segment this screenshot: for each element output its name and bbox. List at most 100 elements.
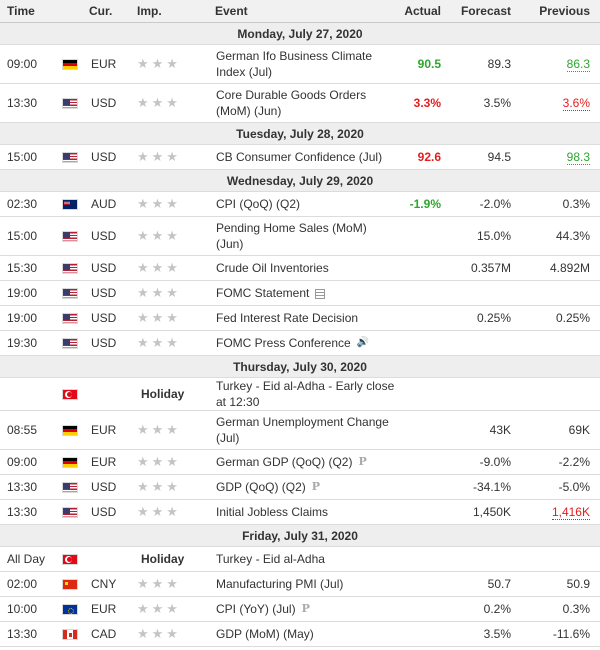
- forecast-value: [447, 377, 517, 411]
- event-row[interactable]: 13:30 USD ★★★ GDP (QoQ) (Q2) P -34.1% -5.0%: [0, 474, 600, 500]
- event-currency: EUR: [89, 44, 133, 84]
- event-name-link[interactable]: FOMC Statement: [216, 286, 310, 300]
- importance-stars-icon: ★★★: [137, 56, 181, 71]
- event-name-link[interactable]: Crude Oil Inventories: [216, 261, 329, 275]
- flag-eu-icon: [62, 604, 78, 616]
- previous-value: 69K: [568, 423, 590, 437]
- event-row[interactable]: 13:30 USD ★★★ Initial Jobless Claims 1,450K 1…: [0, 499, 600, 525]
- previous-value: 4.892M: [549, 261, 590, 275]
- event-row[interactable]: 15:00 USD ★★★ Pending Home Sales (MoM) (Jun…: [0, 216, 600, 256]
- previous-value: 3.6%: [562, 96, 590, 111]
- event-currency: USD: [89, 305, 133, 331]
- event-time: [0, 377, 62, 411]
- event-row[interactable]: 02:00 CNY ★★★ Manufacturing PMI (Jul) 50.7 50…: [0, 571, 600, 597]
- event-name-link[interactable]: Initial Jobless Claims: [216, 505, 329, 519]
- importance-stars-icon: ★★★: [137, 95, 181, 110]
- header-importance[interactable]: Imp.: [133, 0, 215, 23]
- event-name-link[interactable]: CPI (QoQ) (Q2): [216, 197, 301, 211]
- flag-us-icon: [62, 507, 78, 519]
- actual-value: 3.3%: [413, 96, 441, 110]
- event-time: 19:00: [0, 305, 62, 331]
- header-event[interactable]: Event: [215, 0, 395, 23]
- event-currency: EUR: [89, 449, 133, 475]
- event-row[interactable]: 09:00 EUR ★★★ German GDP (QoQ) (Q2) P -9.0% -2…: [0, 449, 600, 475]
- preliminary-icon[interactable]: P: [311, 480, 321, 494]
- forecast-value: -2.0%: [447, 191, 517, 217]
- importance-stars-icon: ★★★: [137, 454, 181, 469]
- forecast-value: 43K: [447, 410, 517, 450]
- event-row[interactable]: 13:30 CAD ★★★ GDP (MoM) (May) 3.5% -11.6%: [0, 621, 600, 647]
- previous-value: -11.6%: [552, 627, 590, 641]
- importance-stars-icon: ★★★: [137, 285, 181, 300]
- importance-stars-icon: ★★★: [137, 335, 181, 350]
- header-forecast[interactable]: Forecast: [447, 0, 517, 23]
- event-name-link[interactable]: CPI (YoY) (Jul): [216, 601, 296, 616]
- event-name-link[interactable]: German Ifo Business Climate Index (Jul): [216, 49, 373, 79]
- event-time: 13:30: [0, 621, 62, 647]
- day-label: Monday, July 27, 2020: [0, 22, 600, 45]
- header-actual[interactable]: Actual: [395, 0, 447, 23]
- table-body: Monday, July 27, 2020 09:00 EUR ★★★ German I…: [0, 22, 600, 647]
- speaker-icon[interactable]: 🔊: [356, 337, 370, 349]
- event-name-link[interactable]: FOMC Press Conference: [216, 335, 351, 350]
- forecast-value: 50.7: [447, 571, 517, 597]
- event-time: 09:00: [0, 44, 62, 84]
- importance-stars-icon: ★★★: [137, 422, 181, 437]
- header-currency[interactable]: Cur.: [89, 0, 133, 23]
- flag-us-icon: [62, 288, 78, 300]
- event-time: 15:30: [0, 255, 62, 281]
- actual-value: 92.6: [417, 150, 441, 164]
- preliminary-icon[interactable]: P: [301, 602, 310, 616]
- event-currency: USD: [89, 330, 133, 356]
- forecast-value: 0.25%: [447, 305, 517, 331]
- flag-tr-icon: [62, 554, 78, 566]
- event-name-link[interactable]: Turkey - Eid al-Adha: [216, 552, 325, 566]
- importance-stars-icon: ★★★: [137, 260, 181, 275]
- event-row[interactable]: 19:00 USD ★★★ Fed Interest Rate Decision 0.2…: [0, 305, 600, 331]
- event-row[interactable]: Holiday Turkey - Eid al-Adha - Early clos…: [0, 377, 600, 411]
- event-row[interactable]: 15:30 USD ★★★ Crude Oil Inventories 0.357M 4.…: [0, 255, 600, 281]
- importance-stars-icon: ★★★: [137, 228, 181, 243]
- event-row[interactable]: 08:55 EUR ★★★ German Unemployment Change (J…: [0, 410, 600, 450]
- event-time: 19:00: [0, 280, 62, 306]
- event-row[interactable]: 10:00 EUR ★★★ CPI (YoY) (Jul) P 0.2% 0.3%: [0, 596, 600, 622]
- previous-value: 1,416K: [551, 505, 590, 520]
- forecast-value: 1,450K: [447, 499, 517, 525]
- document-icon[interactable]: [315, 288, 326, 299]
- event-name-link[interactable]: Core Durable Goods Orders (MoM) (Jun): [216, 88, 367, 118]
- event-name-link[interactable]: German GDP (QoQ) (Q2): [216, 454, 353, 469]
- event-name-link[interactable]: German Unemployment Change (Jul): [216, 415, 389, 445]
- event-name-link[interactable]: Manufacturing PMI (Jul): [216, 577, 344, 591]
- event-name-link[interactable]: Fed Interest Rate Decision: [216, 311, 359, 325]
- event-time: 09:00: [0, 449, 62, 475]
- event-name-link[interactable]: Turkey - Eid al-Adha - Early close at 12…: [216, 379, 395, 409]
- importance-stars-icon: ★★★: [137, 576, 181, 591]
- day-label: Wednesday, July 29, 2020: [0, 169, 600, 192]
- event-name-link[interactable]: GDP (QoQ) (Q2): [216, 479, 306, 494]
- importance-stars-icon: ★★★: [137, 601, 181, 616]
- header-time[interactable]: Time: [0, 0, 62, 23]
- forecast-value: -9.0%: [447, 449, 517, 475]
- event-name-link[interactable]: GDP (MoM) (May): [216, 627, 314, 641]
- header-previous[interactable]: Previous: [517, 0, 600, 23]
- event-row[interactable]: 15:00 USD ★★★ CB Consumer Confidence (Jul) 9…: [0, 144, 600, 170]
- event-currency: USD: [89, 255, 133, 281]
- event-name-link[interactable]: CB Consumer Confidence (Jul): [216, 150, 383, 164]
- event-row[interactable]: 13:30 USD ★★★ Core Durable Goods Orders (Mo…: [0, 83, 600, 123]
- previous-value: 86.3: [566, 57, 590, 72]
- day-header-row: Thursday, July 30, 2020: [0, 355, 600, 378]
- event-currency: AUD: [89, 191, 133, 217]
- preliminary-icon[interactable]: P: [358, 455, 367, 469]
- day-header-row: Wednesday, July 29, 2020: [0, 169, 600, 192]
- event-name-link[interactable]: Pending Home Sales (MoM) (Jun): [216, 221, 367, 251]
- event-row[interactable]: 02:30 AUD ★★★ CPI (QoQ) (Q2) -1.9% -2.0% 0.3%: [0, 191, 600, 217]
- previous-value: -5.0%: [558, 480, 590, 494]
- day-label: Thursday, July 30, 2020: [0, 355, 600, 378]
- event-row[interactable]: 19:30 USD ★★★ FOMC Press Conference 🔊: [0, 330, 600, 356]
- event-row[interactable]: 09:00 EUR ★★★ German Ifo Business Climate I…: [0, 44, 600, 84]
- flag-de-icon: [62, 425, 78, 437]
- event-time: 19:30: [0, 330, 62, 356]
- forecast-value: 89.3: [447, 44, 517, 84]
- event-row[interactable]: 19:00 USD ★★★ FOMC Statement: [0, 280, 600, 306]
- event-row[interactable]: All Day Holiday Turkey - Eid al-Adha: [0, 546, 600, 572]
